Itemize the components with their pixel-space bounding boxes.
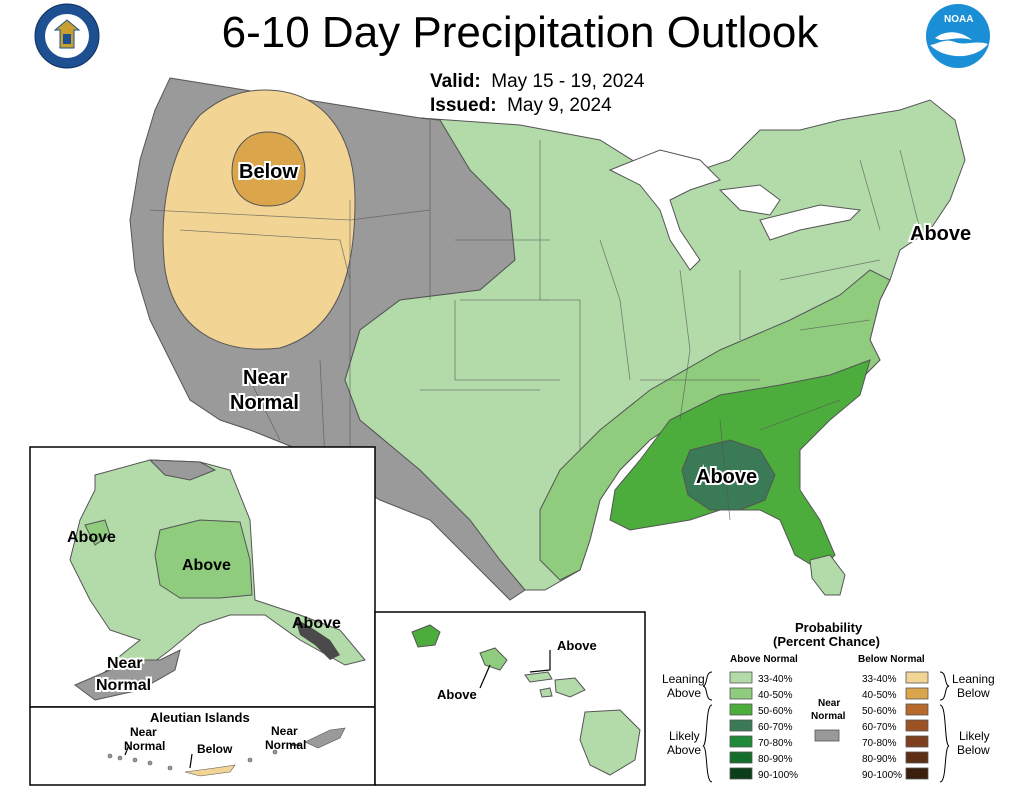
legend-below-swatch-2 (905, 703, 929, 716)
legend-above-swatch-2 (729, 703, 753, 716)
label-conus-above-se: Above (696, 466, 757, 488)
great-lakes (608, 149, 862, 271)
aleutian-islands (107, 727, 346, 771)
legend-above-range-0: 33-40% (758, 674, 793, 685)
hawaii-lanai (539, 687, 553, 698)
hawaii-maui (554, 677, 586, 698)
label-aleutian-title: Aleutian Islands (150, 710, 250, 725)
legend-above-range-4: 70-80% (758, 738, 793, 749)
legend-below-swatch-3 (905, 719, 929, 732)
legend-near-label-2: Normal (811, 711, 846, 722)
legend-below-range-0: 33-40% (862, 674, 897, 685)
legend-below-range-3: 60-70% (862, 722, 897, 733)
legend-near-label-1: Near (818, 698, 840, 709)
department-of-commerce-seal-icon (34, 3, 100, 69)
legend-below-swatch-0 (905, 671, 929, 684)
hawaii-oahu (479, 647, 508, 671)
legend-below-rows: 33-40% 40-50% 50-60% 60-70% 70-80% 80-90% 90-1… (862, 671, 929, 781)
legend-above-range-2: 50-60% (758, 706, 793, 717)
label-aleutian-near-1b: Normal (124, 739, 165, 753)
label-ak-near-normal-2: Normal (96, 677, 151, 694)
issued-label: Issued: (430, 95, 497, 116)
legend-likely-above-1: Likely (669, 729, 700, 743)
legend-above-range-6: 90-100% (758, 770, 798, 781)
legend-above-range-5: 80-90% (758, 754, 793, 765)
legend-above-header: Above Normal (730, 654, 798, 665)
label-ak-above-se: Above (292, 615, 341, 632)
legend: Probability (Percent Chance) Above Norma… (662, 620, 995, 783)
aleutian-below-region (184, 764, 236, 777)
florida-tip-region (809, 554, 846, 596)
legend-leaning-below-2: Below (957, 686, 990, 700)
hawaii-kauai (411, 624, 441, 648)
conus-below-40-50-region (231, 131, 306, 207)
legend-above-swatch-6 (729, 767, 753, 780)
legend-above-swatch-4 (729, 735, 753, 748)
label-aleutian-near-1a: Near (130, 725, 157, 739)
label-hi-above-2: Above (437, 687, 477, 702)
label-conus-below: Below (239, 161, 298, 183)
legend-above-rows: 33-40% 40-50% 50-60% 60-70% 70-80% 80-90% 90-1… (729, 671, 798, 781)
label-aleutian-near-2b: Normal (265, 738, 306, 752)
issued-value: May 9, 2024 (507, 95, 612, 116)
valid-issued-block: Valid: May 15 - 19, 2024 Issued: May 9, … (430, 70, 644, 118)
label-hi-above-1: Above (557, 638, 597, 653)
label-conus-above-ne: Above (910, 223, 971, 245)
valid-value: May 15 - 19, 2024 (491, 71, 645, 92)
label-ak-above-center: Above (182, 557, 231, 574)
label-ak-above-west: Above (67, 529, 116, 546)
legend-below-swatch-4 (905, 735, 929, 748)
alaska-near-normal-north (148, 459, 217, 481)
legend-leaning-below-1: Leaning (952, 672, 995, 686)
legend-likely-below-2: Below (957, 743, 990, 757)
legend-below-swatch-6 (905, 767, 929, 780)
conus-above-60-70-region (681, 439, 776, 511)
label-aleutian-near-2a: Near (271, 724, 298, 738)
legend-below-swatch-1 (905, 687, 929, 700)
legend-above-swatch-5 (729, 751, 753, 764)
legend-below-range-5: 80-90% (862, 754, 897, 765)
legend-title-1: Probability (795, 620, 863, 635)
leader-lines (124, 650, 551, 769)
legend-below-swatch-5 (905, 751, 929, 764)
svg-text:NOAA: NOAA (944, 14, 973, 25)
legend-likely-below-1: Likely (959, 729, 990, 743)
label-ak-near-normal-1: Near (107, 655, 143, 672)
state-boundaries (149, 120, 921, 521)
legend-likely-above-2: Above (667, 743, 701, 757)
hawaii-big-island (579, 709, 641, 776)
legend-below-range-2: 50-60% (862, 706, 897, 717)
alaska-above-40-50-west (84, 519, 111, 546)
conus-above-40-50-region (539, 269, 891, 581)
legend-above-swatch-0 (729, 671, 753, 684)
label-conus-near-normal-1: Near (243, 367, 288, 389)
page-title: 6-10 Day Precipitation Outlook (221, 8, 819, 57)
legend-leaning-above-1: Leaning (662, 672, 705, 686)
noaa-logo-icon: NOAA (926, 4, 990, 68)
label-aleutian-below: Below (197, 742, 233, 756)
legend-title-2: (Percent Chance) (773, 634, 880, 649)
valid-label: Valid: (430, 71, 481, 92)
legend-below-range-4: 70-80% (862, 738, 897, 749)
legend-below-range-6: 90-100% (862, 770, 902, 781)
conus-below-33-40-region (162, 89, 356, 350)
alaska-near-normal-south (74, 649, 181, 701)
alaska-above-40-50-region (154, 519, 253, 599)
label-conus-near-normal-2: Normal (230, 392, 299, 414)
hawaii-molokai (524, 671, 553, 683)
legend-below-header: Below Normal (858, 654, 925, 665)
legend-leaning-above-2: Above (667, 686, 701, 700)
legend-below-range-1: 40-50% (862, 690, 897, 701)
alaska-panhandle-islands (295, 618, 340, 660)
legend-above-swatch-3 (729, 719, 753, 732)
legend-above-range-3: 60-70% (758, 722, 793, 733)
legend-above-swatch-1 (729, 687, 753, 700)
legend-near-normal-swatch (814, 729, 840, 742)
legend-above-range-1: 40-50% (758, 690, 793, 701)
